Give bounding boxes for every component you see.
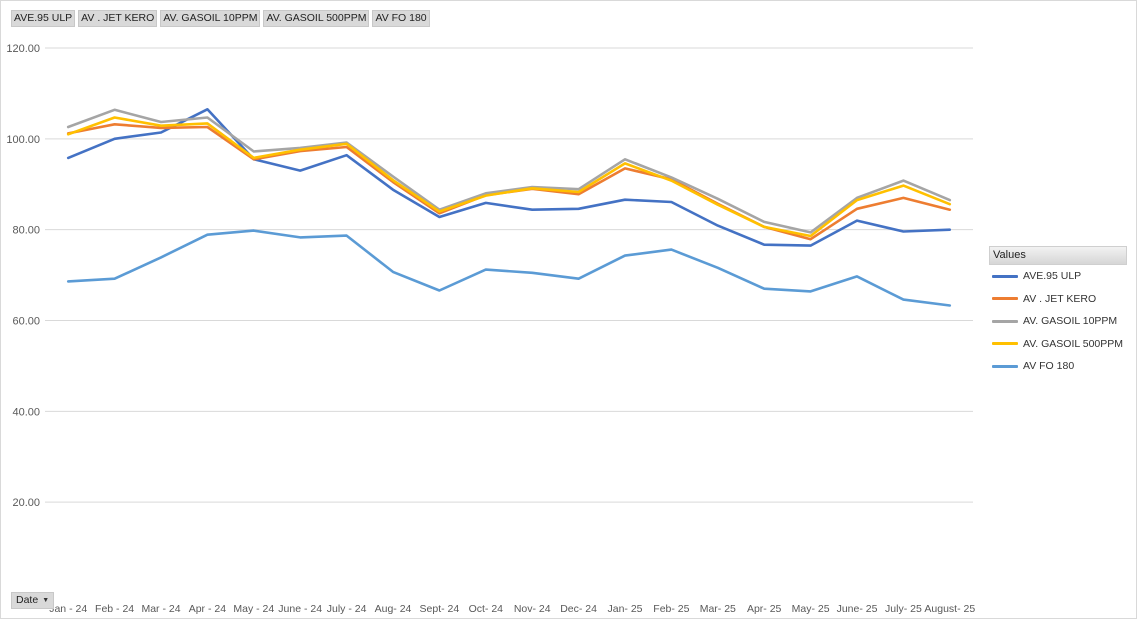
y-tick-label: 60.00 [12,316,40,328]
x-tick-label: Oct- 24 [469,603,504,615]
legend-title: Values [989,246,1127,265]
x-tick-label: Apr- 25 [747,603,782,615]
x-tick-label: Feb - 24 [95,603,134,615]
x-tick-label: July - 24 [327,603,367,615]
x-tick-label: Nov- 24 [514,603,551,615]
field-button-gasoil-500ppm[interactable]: AV. GASOIL 500PPM [263,10,370,27]
legend-items: AVE.95 ULP AV . JET KERO AV. GASOIL 10PPM A… [989,265,1127,378]
series-line-av-jet-kero [66,123,952,241]
x-tick-label: Jan- 25 [607,603,642,615]
chart-legend: Values AVE.95 ULP AV . JET KERO AV. GASOIL… [989,246,1127,378]
x-tick-label: June - 24 [278,603,322,615]
value-field-buttons: AVE.95 ULP AV . JET KERO AV. GASOIL 10PP… [11,10,430,27]
x-tick-label: Sept- 24 [420,603,460,615]
x-tick-label: August- 25 [924,603,975,615]
legend-item-av-fo-180[interactable]: AV FO 180 [989,355,1127,378]
date-axis-field-button[interactable]: Date ▼ [11,592,55,609]
y-tick-label: 20.00 [12,497,40,509]
x-tick-label: Jan - 24 [49,603,87,615]
y-tick-label: 100.00 [6,134,40,146]
dropdown-caret-icon: ▼ [42,597,50,604]
date-field-label: Date [16,594,39,606]
legend-item-av-gasoil-10ppm[interactable]: AV. GASOIL 10PPM [989,310,1127,333]
legend-swatch [992,297,1018,301]
x-tick-label: Mar - 24 [141,603,180,615]
field-button-ave95-ulp[interactable]: AVE.95 ULP [11,10,76,27]
x-tick-label: June- 25 [837,603,878,615]
y-tick-label: 80.00 [12,225,40,237]
field-button-fo-180[interactable]: AV FO 180 [372,10,430,27]
legend-label: AVE.95 ULP [1023,270,1082,283]
series-line-ave-95-ulp [66,108,952,247]
legend-item-av-jet-kero[interactable]: AV . JET KERO [989,288,1127,311]
series-line-av-fo-180 [66,229,952,307]
x-tick-label: May- 25 [792,603,830,615]
x-tick-label: Aug- 24 [375,603,412,615]
x-tick-label: Feb- 25 [653,603,689,615]
legend-swatch [992,364,1018,368]
x-tick-label: Dec- 24 [560,603,597,615]
x-tick-label: Apr - 24 [189,603,227,615]
y-tick-label: 120.00 [6,43,40,55]
legend-label: AV. GASOIL 500PPM [1023,337,1123,350]
y-tick-label: 40.00 [12,406,40,418]
field-button-gasoil-10ppm[interactable]: AV. GASOIL 10PPM [160,10,261,27]
legend-label: AV . JET KERO [1023,292,1097,305]
x-tick-label: May - 24 [233,603,274,615]
series-line-av-gasoil-500ppm [66,116,952,238]
legend-item-ave-95-ulp[interactable]: AVE.95 ULP [989,265,1127,288]
x-tick-label: July- 25 [885,603,922,615]
field-button-jet-kero[interactable]: AV . JET KERO [78,10,158,27]
legend-item-av-gasoil-500ppm[interactable]: AV. GASOIL 500PPM [989,333,1127,356]
legend-swatch [992,274,1018,278]
legend-label: AV FO 180 [1023,360,1075,373]
legend-swatch [992,342,1018,346]
series-line-av-gasoil-10ppm [66,108,952,234]
legend-label: AV. GASOIL 10PPM [1023,315,1118,328]
legend-swatch [992,319,1018,323]
x-tick-label: Mar- 25 [700,603,736,615]
